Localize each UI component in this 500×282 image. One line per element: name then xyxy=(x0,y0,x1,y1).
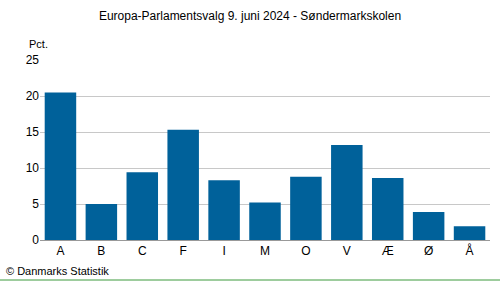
svg-text:F: F xyxy=(180,244,187,258)
svg-text:15: 15 xyxy=(26,125,40,139)
svg-text:© Danmarks Statistik: © Danmarks Statistik xyxy=(6,265,109,277)
svg-text:25: 25 xyxy=(26,53,40,67)
svg-text:C: C xyxy=(138,244,147,258)
svg-text:V: V xyxy=(343,244,351,258)
svg-text:Å: Å xyxy=(466,243,474,258)
svg-text:I: I xyxy=(222,244,225,258)
svg-text:M: M xyxy=(260,244,270,258)
svg-text:B: B xyxy=(97,244,105,258)
svg-text:Æ: Æ xyxy=(382,244,394,258)
svg-text:Pct.: Pct. xyxy=(29,38,48,50)
svg-text:Europa-Parlamentsvalg 9. juni: Europa-Parlamentsvalg 9. juni 2024 - Søn… xyxy=(99,9,401,23)
svg-text:A: A xyxy=(56,244,64,258)
svg-text:0: 0 xyxy=(32,233,39,247)
svg-text:10: 10 xyxy=(26,161,40,175)
svg-text:O: O xyxy=(301,244,310,258)
svg-text:5: 5 xyxy=(32,197,39,211)
svg-text:20: 20 xyxy=(26,89,40,103)
svg-text:Ø: Ø xyxy=(424,244,433,258)
